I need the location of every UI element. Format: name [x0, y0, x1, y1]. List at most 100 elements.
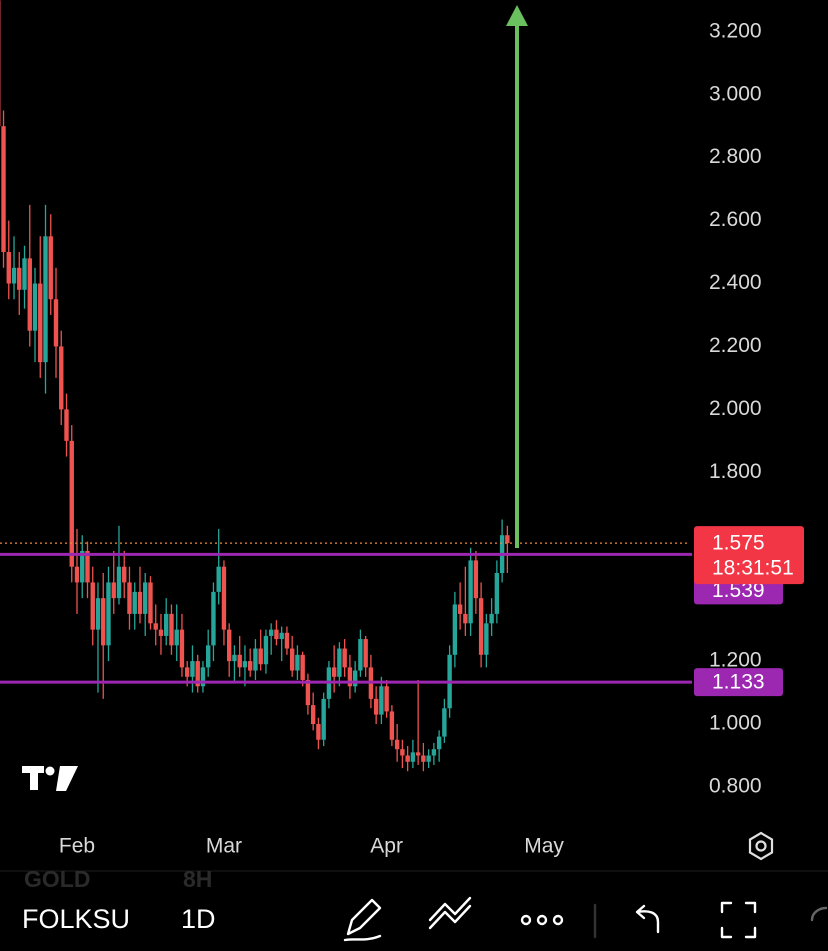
settings-icon[interactable] [748, 831, 774, 861]
candle-body [11, 267, 17, 284]
y-tick-label: 2.400 [709, 271, 762, 294]
candle-body [394, 739, 400, 750]
candle-body [363, 639, 368, 668]
candle-body [242, 661, 248, 668]
candle-body [111, 582, 116, 599]
candle-body [221, 566, 227, 630]
candle-body [295, 654, 300, 671]
candle-body [211, 591, 216, 646]
candle-body [305, 679, 311, 706]
candle-body [64, 409, 69, 441]
level-label: 1.133 [712, 671, 765, 694]
candle-body [373, 698, 379, 715]
candle-body [421, 755, 426, 762]
candle-body [431, 749, 437, 756]
y-tick-label: 2.000 [709, 397, 762, 420]
candle-body [22, 258, 27, 290]
logo [22, 766, 78, 791]
candle-body [101, 598, 106, 646]
candle-body [48, 236, 53, 300]
candle-body [352, 670, 358, 687]
candle-body [274, 629, 279, 640]
settings-icon-center [755, 840, 767, 852]
candle-body [473, 560, 479, 599]
candle-body [69, 440, 74, 567]
last-price-label: 1.575 [712, 532, 765, 555]
y-tick-label: 2.800 [709, 145, 762, 168]
candle-body [90, 582, 95, 630]
candle-body [258, 648, 263, 665]
candle-body [95, 598, 101, 630]
candle-body [32, 283, 38, 331]
symbol-fade [130, 900, 160, 942]
candle-body [6, 252, 11, 284]
candle-body [310, 705, 316, 725]
y-tick-label: 3.000 [709, 82, 762, 105]
candle-body [53, 299, 59, 347]
candle-body [410, 752, 416, 762]
candle-body [494, 572, 500, 614]
symbol[interactable]: FOLKSU [22, 904, 130, 934]
y-tick-label: 1.200 [709, 649, 762, 672]
candle-body [426, 755, 431, 762]
more-dot[interactable] [536, 914, 548, 926]
candle-body [237, 654, 242, 668]
time-axis: Feb Mar Apr May [59, 835, 565, 858]
more-dot[interactable] [552, 914, 564, 926]
candle-body [206, 645, 211, 668]
candle-body [74, 566, 80, 583]
x-tick-label: Feb [59, 835, 95, 858]
candle-body [505, 535, 510, 544]
ghost-symbol: GOLD [24, 866, 90, 892]
candle-body [489, 613, 494, 624]
candle-body [116, 566, 122, 599]
indicators-icon[interactable] [428, 896, 472, 930]
candle-body [321, 698, 326, 740]
interval[interactable]: 1D [181, 904, 216, 934]
candle-body [337, 648, 342, 677]
y-tick-label: 0.800 [709, 775, 762, 798]
price-axis: 0.8001.0001.2001.4001.6001.8002.0002.200… [694, 19, 804, 798]
candle-body [127, 582, 132, 614]
y-tick-label: 1.000 [709, 712, 762, 735]
candle-body [268, 629, 274, 636]
candle-body [174, 629, 179, 646]
candle-body [436, 736, 442, 750]
candle-body [468, 560, 473, 624]
arrow-head [506, 5, 528, 26]
candle-body [342, 648, 347, 668]
candle-body [226, 629, 232, 662]
candle-body [169, 613, 174, 646]
level-label-box [694, 668, 783, 697]
undo-icon[interactable] [635, 904, 660, 934]
level-label: 1.539 [712, 579, 765, 602]
draw-icon[interactable] [343, 898, 382, 942]
more-dot[interactable] [520, 914, 532, 926]
candle-body [122, 566, 127, 583]
candle-body [331, 667, 337, 677]
countdown-label: 18:31:51 [712, 557, 794, 580]
candle-body [179, 629, 185, 668]
candle-body [27, 258, 32, 331]
ghost-interval: 8H [183, 866, 212, 892]
candle-body [43, 236, 48, 363]
candle-body [1, 126, 6, 253]
candle-body [59, 346, 64, 410]
candle-body [300, 654, 305, 680]
candle-body [415, 752, 421, 756]
candle-body [85, 550, 90, 583]
candle-body [137, 591, 143, 614]
levels [0, 542, 692, 684]
candle-body [463, 613, 468, 624]
candle-body [289, 648, 295, 671]
fullscreen-icon[interactable] [720, 901, 757, 939]
candle-body [279, 632, 284, 640]
candle-body [384, 686, 389, 712]
candle-body [143, 582, 148, 614]
candle-body [80, 550, 85, 583]
toolbar-icons [343, 896, 828, 942]
y-tick-label: 2.600 [709, 208, 762, 231]
